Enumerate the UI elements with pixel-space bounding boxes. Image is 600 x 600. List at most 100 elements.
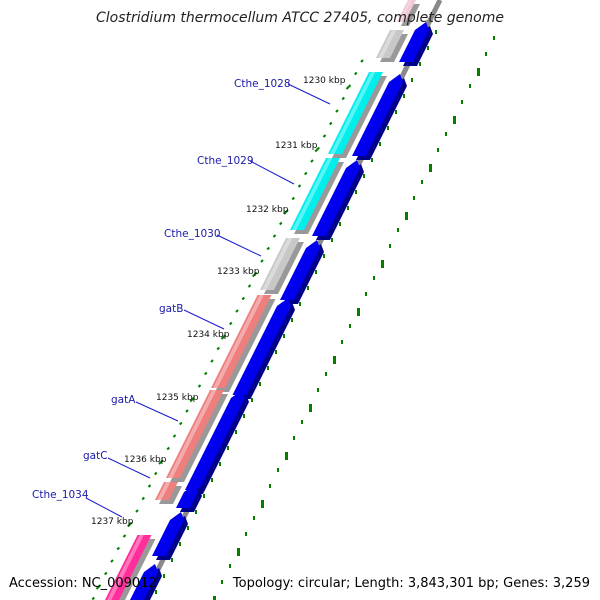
- feature-grey-hl: [378, 30, 397, 58]
- leader-line: [107, 457, 151, 479]
- ruler-tick: [335, 109, 339, 113]
- leader-line: [135, 401, 179, 422]
- gc-track: [155, 30, 495, 600]
- gc-dot: [307, 286, 309, 290]
- ruler-tick: [104, 571, 108, 576]
- leader-line: [85, 497, 123, 518]
- gc-dot: [421, 180, 423, 184]
- gc-dot: [235, 430, 237, 434]
- ruler-tick: [345, 84, 352, 90]
- cds-arrow: [232, 298, 291, 395]
- gc-dot: [437, 148, 439, 152]
- ruler-tick: [116, 546, 120, 551]
- gc-dot: [253, 516, 255, 520]
- ruler-tick: [297, 184, 302, 188]
- gc-dot: [187, 526, 189, 530]
- feature-salmon: [155, 482, 178, 500]
- gc-dot: [381, 260, 384, 268]
- kbp-label: 1232 kbp: [246, 205, 289, 215]
- gene-label[interactable]: gatC: [83, 450, 108, 462]
- gc-dot: [379, 142, 381, 146]
- ruler-tick: [185, 409, 189, 413]
- gc-dot: [413, 196, 415, 200]
- gc-dot: [301, 420, 303, 424]
- ruler-tick: [204, 371, 208, 376]
- ruler-tick: [135, 509, 139, 513]
- kbp-label: 1233 kbp: [217, 267, 260, 277]
- gc-dot: [293, 436, 295, 440]
- ruler-tick: [310, 159, 314, 163]
- gc-dot: [493, 36, 495, 40]
- gc-dot: [245, 532, 247, 536]
- gc-dot: [453, 116, 456, 124]
- gc-dot: [325, 372, 327, 376]
- feature-lightpink: [397, 0, 416, 22]
- accession-text: Accession: NC_009012: [9, 576, 157, 591]
- gc-dot: [163, 574, 165, 578]
- gc-dot: [155, 590, 157, 594]
- gc-dot: [429, 164, 432, 172]
- gc-dot: [259, 382, 261, 386]
- gc-dot: [411, 78, 413, 82]
- kbp-label: 1236 kbp: [124, 455, 167, 465]
- ruler-tick: [154, 471, 158, 476]
- cds-arrow: [185, 390, 245, 490]
- gc-dot: [469, 84, 471, 88]
- gc-dot: [435, 30, 437, 34]
- gc-dot: [419, 62, 421, 66]
- kbp-label: 1231 kbp: [275, 141, 318, 151]
- gc-dot: [397, 228, 399, 232]
- ruler-tick: [247, 284, 252, 288]
- gc-dot: [387, 126, 389, 130]
- ruler-tick: [158, 459, 164, 465]
- ruler-tick: [272, 234, 277, 238]
- feature-lightpink-hl: [399, 0, 412, 22]
- cds-arrow: [352, 74, 403, 156]
- gene-label[interactable]: Cthe_1028: [234, 78, 291, 90]
- topology-text: Topology: circular; Length: 3,843,301 bp…: [232, 576, 590, 591]
- ruler-tick: [220, 334, 227, 340]
- kbp-label: 1230 kbp: [303, 76, 346, 86]
- gc-dot: [229, 564, 231, 568]
- gc-dot: [405, 212, 408, 220]
- gc-dot: [347, 206, 349, 210]
- ruler-tick: [314, 146, 320, 153]
- gene-label[interactable]: Cthe_1034: [32, 489, 89, 501]
- kbp-label: 1235 kbp: [156, 393, 199, 403]
- gene-label[interactable]: Cthe_1029: [197, 155, 254, 167]
- ruler-tick: [341, 96, 345, 101]
- cds-arrow: [130, 564, 158, 600]
- ruler-tick: [147, 484, 152, 488]
- gc-dot: [277, 468, 279, 472]
- cds-arrow: [280, 240, 320, 300]
- gc-dot: [357, 308, 360, 316]
- gc-dot: [243, 414, 245, 418]
- gc-dot: [237, 548, 240, 556]
- gc-dot: [299, 302, 301, 306]
- ruler-tick: [127, 521, 133, 528]
- gc-dot: [213, 596, 216, 600]
- cds-arrow: [176, 484, 198, 508]
- leader-line: [216, 234, 262, 257]
- kbp-label: 1234 kbp: [187, 330, 230, 340]
- gc-dot: [365, 292, 367, 296]
- feature-cyan-hl: [292, 158, 333, 230]
- gene-label[interactable]: gatA: [111, 394, 136, 406]
- ruler-tick: [322, 134, 327, 138]
- feature-pink-hl: [107, 535, 144, 600]
- gc-dot: [251, 398, 253, 402]
- ruler-ticks: [91, 59, 364, 600]
- ruler-tick: [229, 321, 233, 326]
- gc-dot: [269, 484, 271, 488]
- feature-salmon-hl: [168, 390, 217, 478]
- leader-line: [183, 309, 225, 330]
- ruler-tick: [141, 496, 145, 501]
- gc-dot: [333, 356, 336, 364]
- gc-dot: [427, 46, 429, 50]
- ruler-tick: [260, 259, 264, 263]
- gc-dot: [461, 100, 463, 104]
- feature-salmon-hl: [213, 295, 264, 388]
- ruler-tick: [279, 221, 283, 226]
- gene-label[interactable]: gatB: [159, 303, 183, 315]
- gene-label[interactable]: Cthe_1030: [164, 228, 221, 240]
